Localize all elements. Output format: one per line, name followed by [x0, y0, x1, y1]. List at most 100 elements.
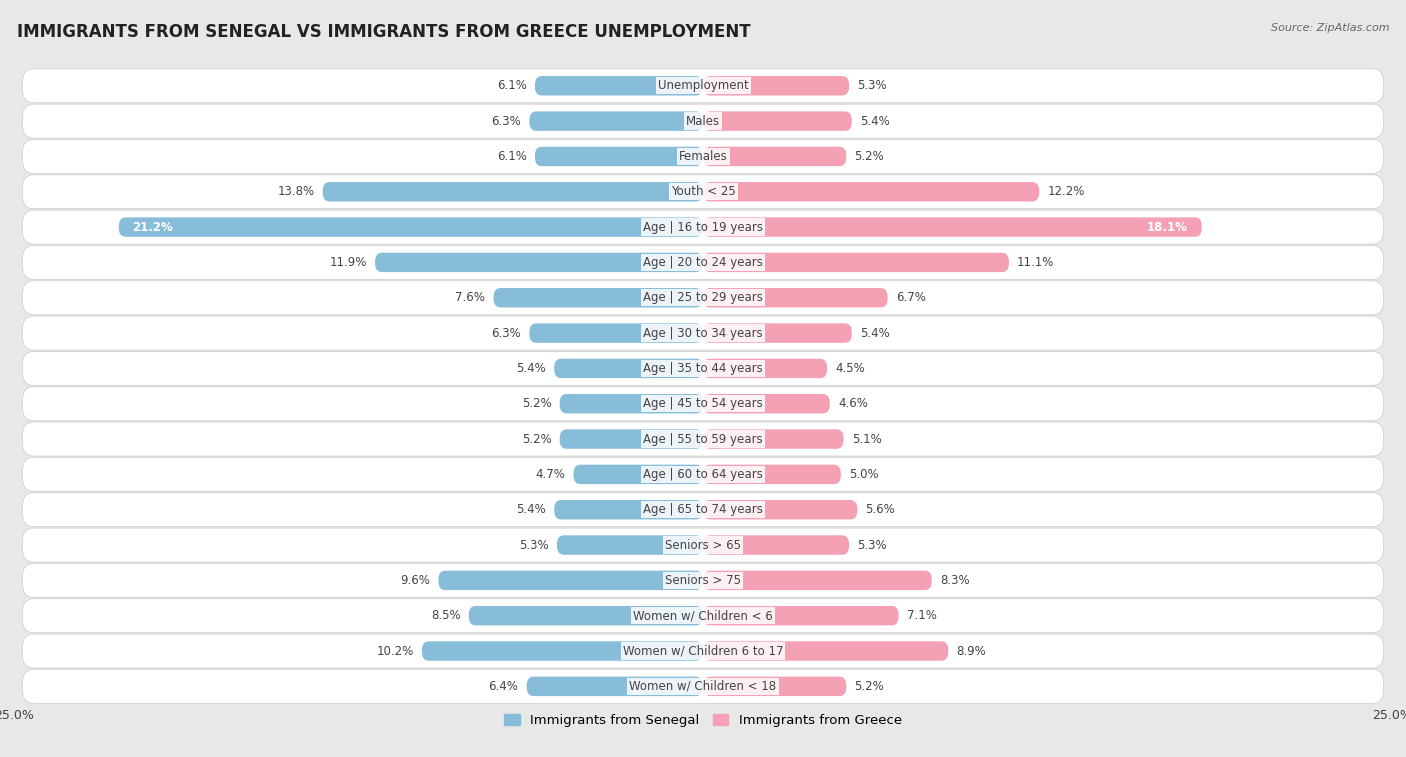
- Text: 5.3%: 5.3%: [858, 538, 887, 552]
- Text: Age | 35 to 44 years: Age | 35 to 44 years: [643, 362, 763, 375]
- Text: Unemployment: Unemployment: [658, 79, 748, 92]
- Text: 5.2%: 5.2%: [855, 680, 884, 693]
- Text: Females: Females: [679, 150, 727, 163]
- Text: 21.2%: 21.2%: [132, 220, 173, 234]
- Text: 5.4%: 5.4%: [516, 362, 546, 375]
- Text: Males: Males: [686, 114, 720, 128]
- Text: 7.6%: 7.6%: [456, 291, 485, 304]
- FancyBboxPatch shape: [468, 606, 703, 625]
- Text: 5.4%: 5.4%: [516, 503, 546, 516]
- Text: 8.3%: 8.3%: [941, 574, 970, 587]
- FancyBboxPatch shape: [560, 394, 703, 413]
- Text: 4.5%: 4.5%: [835, 362, 865, 375]
- Text: Age | 55 to 59 years: Age | 55 to 59 years: [643, 432, 763, 446]
- FancyBboxPatch shape: [494, 288, 703, 307]
- FancyBboxPatch shape: [22, 387, 1384, 421]
- FancyBboxPatch shape: [703, 76, 849, 95]
- Text: Age | 30 to 34 years: Age | 30 to 34 years: [643, 326, 763, 340]
- Text: Youth < 25: Youth < 25: [671, 185, 735, 198]
- FancyBboxPatch shape: [703, 182, 1039, 201]
- FancyBboxPatch shape: [703, 606, 898, 625]
- FancyBboxPatch shape: [703, 111, 852, 131]
- FancyBboxPatch shape: [703, 535, 849, 555]
- Text: Women w/ Children < 6: Women w/ Children < 6: [633, 609, 773, 622]
- FancyBboxPatch shape: [375, 253, 703, 272]
- Text: 5.0%: 5.0%: [849, 468, 879, 481]
- FancyBboxPatch shape: [527, 677, 703, 696]
- FancyBboxPatch shape: [554, 500, 703, 519]
- Text: Women w/ Children < 18: Women w/ Children < 18: [630, 680, 776, 693]
- Text: Age | 20 to 24 years: Age | 20 to 24 years: [643, 256, 763, 269]
- Text: 6.7%: 6.7%: [896, 291, 925, 304]
- Text: Women w/ Children 6 to 17: Women w/ Children 6 to 17: [623, 644, 783, 658]
- Text: 4.6%: 4.6%: [838, 397, 868, 410]
- Text: Age | 16 to 19 years: Age | 16 to 19 years: [643, 220, 763, 234]
- Text: Age | 60 to 64 years: Age | 60 to 64 years: [643, 468, 763, 481]
- FancyBboxPatch shape: [703, 359, 827, 378]
- Text: 11.1%: 11.1%: [1017, 256, 1054, 269]
- Text: 6.3%: 6.3%: [491, 326, 522, 340]
- Text: 5.6%: 5.6%: [866, 503, 896, 516]
- FancyBboxPatch shape: [22, 245, 1384, 279]
- Text: 11.9%: 11.9%: [329, 256, 367, 269]
- FancyBboxPatch shape: [22, 669, 1384, 703]
- FancyBboxPatch shape: [703, 253, 1010, 272]
- FancyBboxPatch shape: [22, 104, 1384, 138]
- Text: 10.2%: 10.2%: [377, 644, 413, 658]
- FancyBboxPatch shape: [703, 677, 846, 696]
- FancyBboxPatch shape: [554, 359, 703, 378]
- FancyBboxPatch shape: [22, 599, 1384, 633]
- FancyBboxPatch shape: [22, 563, 1384, 597]
- FancyBboxPatch shape: [703, 500, 858, 519]
- Text: Age | 45 to 54 years: Age | 45 to 54 years: [643, 397, 763, 410]
- Legend: Immigrants from Senegal, Immigrants from Greece: Immigrants from Senegal, Immigrants from…: [499, 709, 907, 732]
- Text: Source: ZipAtlas.com: Source: ZipAtlas.com: [1271, 23, 1389, 33]
- FancyBboxPatch shape: [703, 217, 1202, 237]
- Text: Seniors > 65: Seniors > 65: [665, 538, 741, 552]
- Text: 5.1%: 5.1%: [852, 432, 882, 446]
- FancyBboxPatch shape: [22, 210, 1384, 244]
- FancyBboxPatch shape: [118, 217, 703, 237]
- Text: 6.1%: 6.1%: [496, 79, 527, 92]
- Text: Age | 25 to 29 years: Age | 25 to 29 years: [643, 291, 763, 304]
- FancyBboxPatch shape: [703, 571, 932, 590]
- Text: 5.3%: 5.3%: [858, 79, 887, 92]
- Text: 5.2%: 5.2%: [855, 150, 884, 163]
- Text: 5.4%: 5.4%: [860, 114, 890, 128]
- FancyBboxPatch shape: [703, 147, 846, 166]
- Text: 5.2%: 5.2%: [522, 397, 551, 410]
- FancyBboxPatch shape: [534, 76, 703, 95]
- FancyBboxPatch shape: [22, 422, 1384, 456]
- FancyBboxPatch shape: [22, 351, 1384, 385]
- FancyBboxPatch shape: [703, 323, 852, 343]
- FancyBboxPatch shape: [703, 288, 887, 307]
- Text: 5.2%: 5.2%: [522, 432, 551, 446]
- Text: 5.3%: 5.3%: [519, 538, 548, 552]
- FancyBboxPatch shape: [530, 111, 703, 131]
- FancyBboxPatch shape: [557, 535, 703, 555]
- FancyBboxPatch shape: [703, 394, 830, 413]
- FancyBboxPatch shape: [530, 323, 703, 343]
- FancyBboxPatch shape: [560, 429, 703, 449]
- FancyBboxPatch shape: [534, 147, 703, 166]
- Text: IMMIGRANTS FROM SENEGAL VS IMMIGRANTS FROM GREECE UNEMPLOYMENT: IMMIGRANTS FROM SENEGAL VS IMMIGRANTS FR…: [17, 23, 751, 41]
- FancyBboxPatch shape: [22, 493, 1384, 527]
- FancyBboxPatch shape: [439, 571, 703, 590]
- FancyBboxPatch shape: [22, 634, 1384, 668]
- FancyBboxPatch shape: [22, 175, 1384, 209]
- FancyBboxPatch shape: [703, 429, 844, 449]
- Text: 7.1%: 7.1%: [907, 609, 936, 622]
- Text: 13.8%: 13.8%: [277, 185, 315, 198]
- FancyBboxPatch shape: [22, 528, 1384, 562]
- FancyBboxPatch shape: [22, 457, 1384, 491]
- FancyBboxPatch shape: [323, 182, 703, 201]
- Text: 8.9%: 8.9%: [956, 644, 986, 658]
- Text: 12.2%: 12.2%: [1047, 185, 1085, 198]
- FancyBboxPatch shape: [703, 641, 948, 661]
- Text: 6.4%: 6.4%: [488, 680, 519, 693]
- FancyBboxPatch shape: [22, 139, 1384, 173]
- Text: 18.1%: 18.1%: [1147, 220, 1188, 234]
- Text: 6.3%: 6.3%: [491, 114, 522, 128]
- FancyBboxPatch shape: [22, 281, 1384, 315]
- FancyBboxPatch shape: [422, 641, 703, 661]
